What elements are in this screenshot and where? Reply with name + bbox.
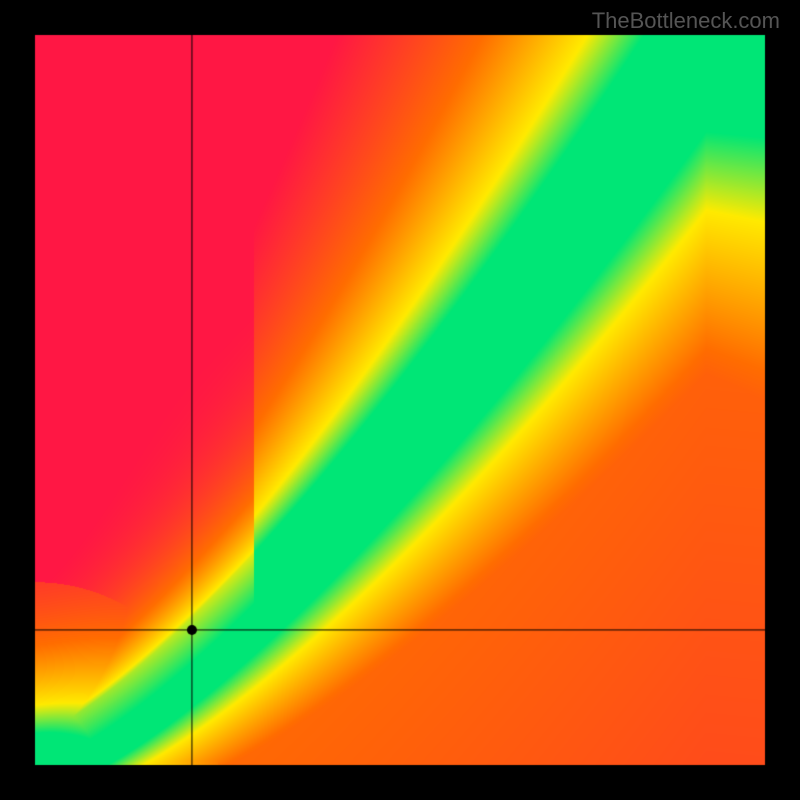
heatmap-canvas [0,0,800,800]
chart-container: TheBottleneck.com [0,0,800,800]
watermark-text: TheBottleneck.com [592,8,780,34]
